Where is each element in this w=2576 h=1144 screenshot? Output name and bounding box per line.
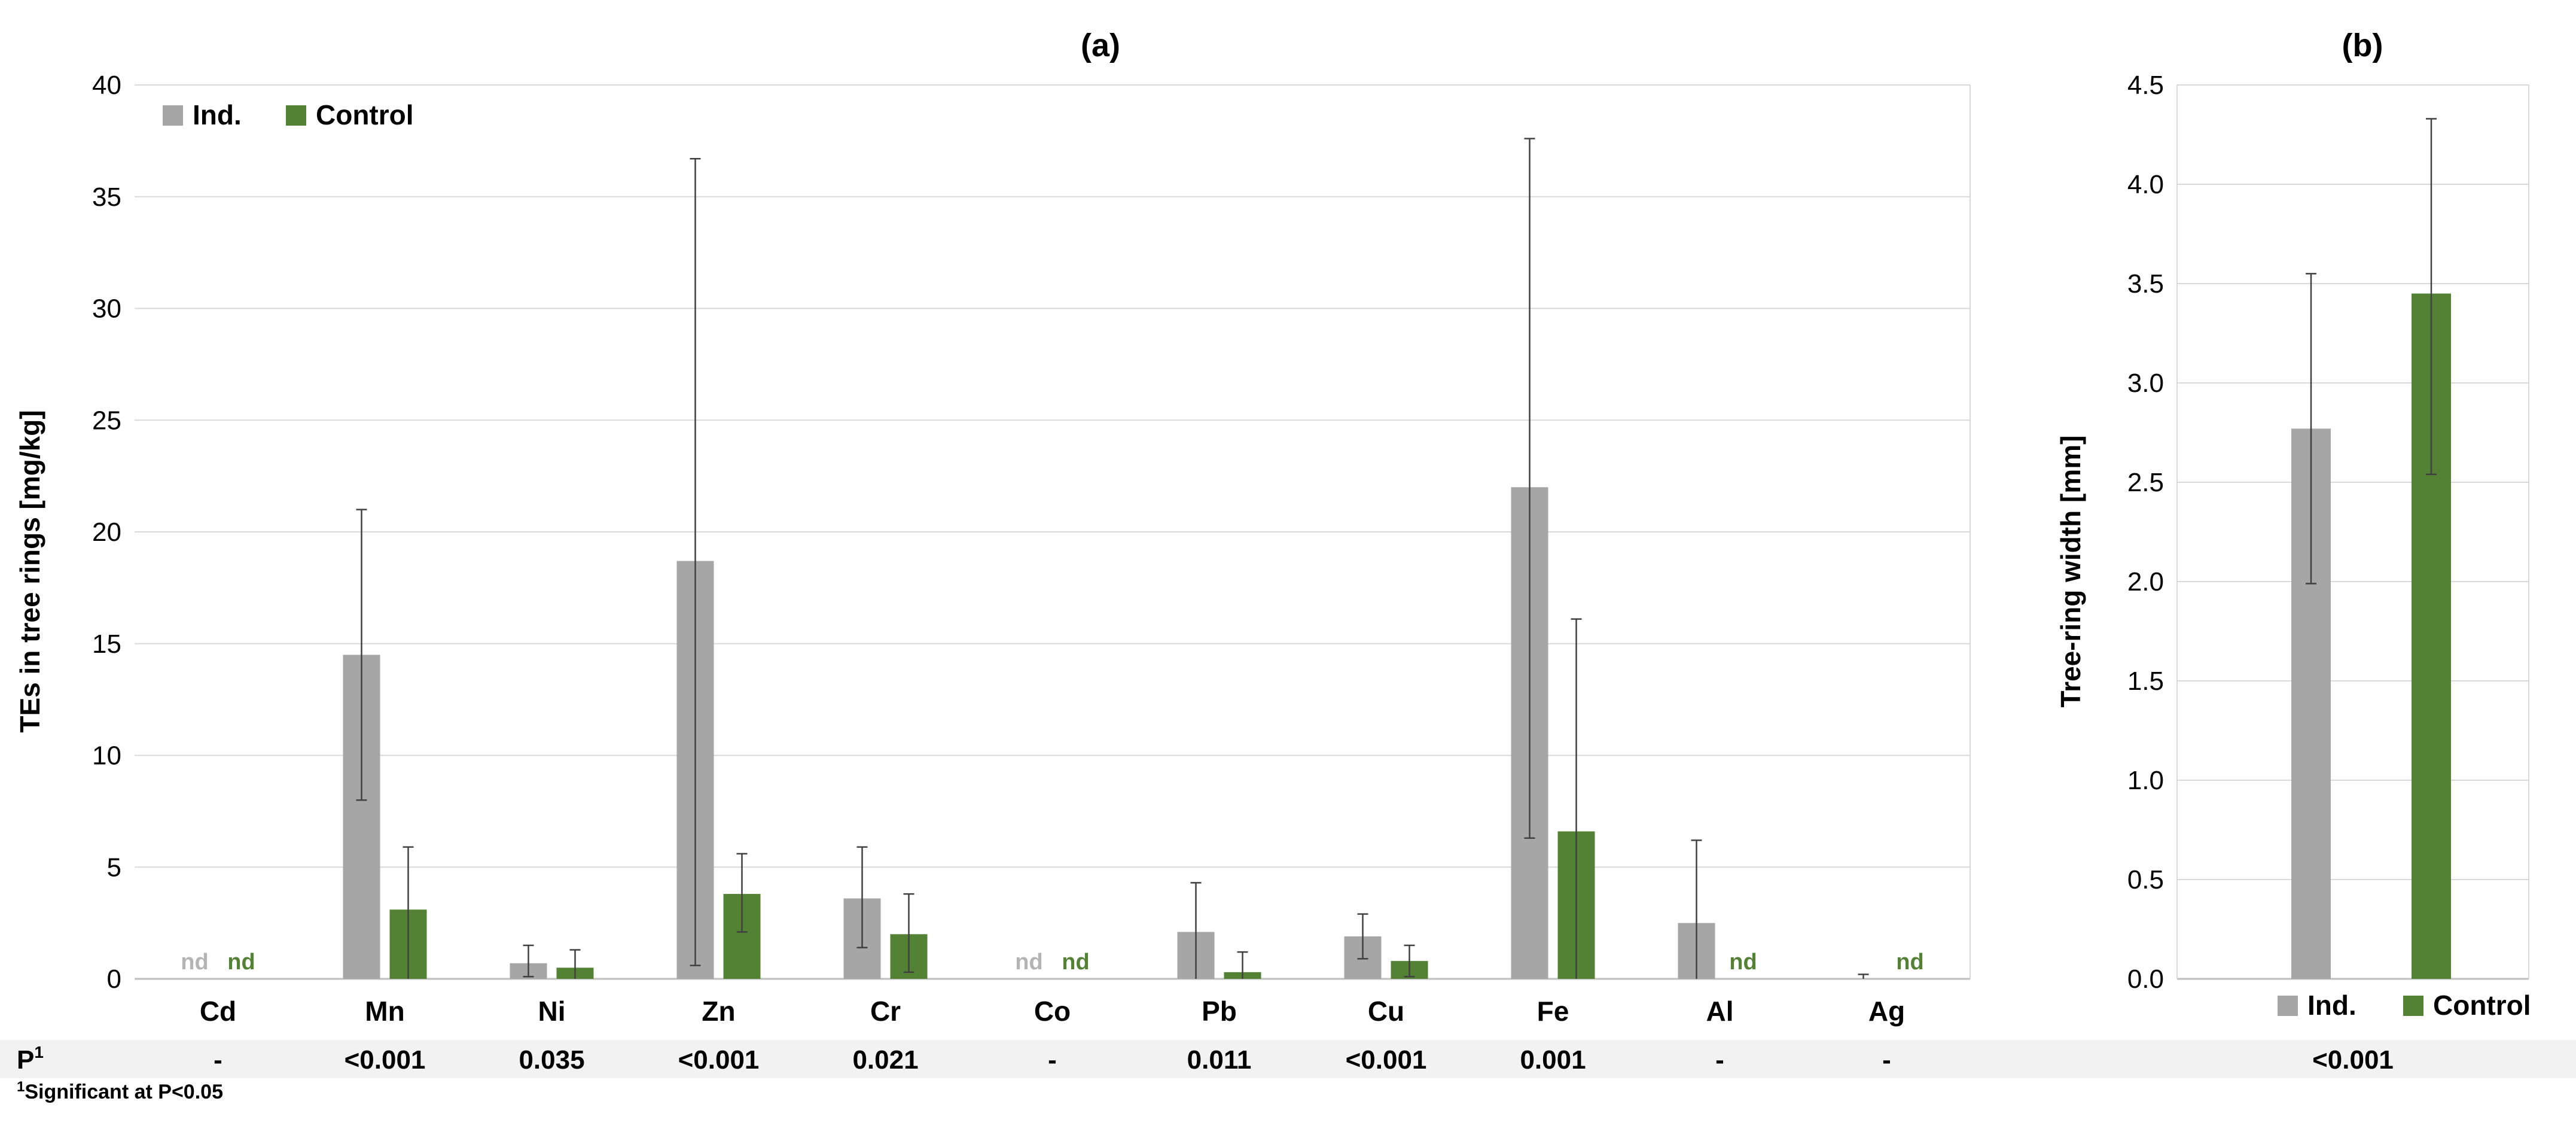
category-label-co: Co xyxy=(1034,996,1071,1027)
category-label-cr: Cr xyxy=(870,996,901,1027)
panel-b-gridlines xyxy=(2176,84,2529,980)
panel-a-nd-labels: nd nd nd nd nd nd xyxy=(181,950,1923,975)
panel-a-legend: Ind. Control xyxy=(163,99,414,130)
panel-b-ytick-label: 3.0 xyxy=(2127,369,2164,398)
category-label-ag: Ag xyxy=(1868,996,1905,1027)
legend-swatch-control xyxy=(286,105,306,126)
error-bar-ind-ni xyxy=(523,944,534,978)
error-bar-control-mn xyxy=(403,846,414,979)
panel-b-pvalues: <0.001 xyxy=(2312,1045,2394,1075)
panel-b-ytick-label: 2.0 xyxy=(2127,567,2164,597)
nd-label-control-ag: nd xyxy=(1896,950,1923,975)
category-label-ni: Ni xyxy=(538,996,566,1027)
error-bar-control-ni xyxy=(569,949,581,979)
error-bar-ind-pb xyxy=(1190,882,1202,979)
panel-a-ytick-label: 35 xyxy=(92,182,121,212)
panel-a-ylabel: TEs in tree rings [mg/kg] xyxy=(14,410,45,732)
error-bar-control-pb xyxy=(1237,951,1248,979)
panel-a-yticks: 0 5 10 15 20 25 30 35 40 xyxy=(92,71,121,994)
category-label-fe: Fe xyxy=(1537,996,1569,1027)
error-bar-b-ind xyxy=(2306,273,2316,585)
p-value-tree-ring-width: <0.001 xyxy=(2312,1045,2394,1075)
panel-a-ytick-label: 25 xyxy=(92,406,121,435)
panel-a-ytick-label: 15 xyxy=(92,629,121,659)
panel-b-legend: Ind. Control xyxy=(2278,990,2531,1021)
panel-a-ytick-label: 30 xyxy=(92,294,121,324)
panel-a-ytick-label: 0 xyxy=(107,965,121,994)
nd-label-control-al: nd xyxy=(1729,950,1757,975)
panel-a-ytick-label: 5 xyxy=(107,853,121,882)
panel-a-errorbars xyxy=(356,138,1869,979)
panel-b-ytick-label: 2.5 xyxy=(2127,468,2164,497)
legend-swatch-ind-b xyxy=(2278,996,2298,1016)
p-value-zn: <0.001 xyxy=(678,1045,760,1075)
panel-b-errorbars xyxy=(2306,118,2437,585)
legend-label-ind-b: Ind. xyxy=(2307,990,2356,1021)
p-value-cr: 0.021 xyxy=(852,1045,918,1075)
panel-a-pvalues: - <0.001 0.035 <0.001 0.021 - 0.011 <0.001 0.001… xyxy=(214,1045,1891,1075)
p-row-superscript: 1 xyxy=(34,1043,44,1061)
error-bar-ind-cu xyxy=(1357,913,1368,960)
error-bar-control-fe xyxy=(1571,618,1582,979)
category-label-mn: Mn xyxy=(365,996,404,1027)
panel-a-bars xyxy=(343,487,1715,979)
panel-b-ytick-label: 4.0 xyxy=(2127,170,2164,199)
legend-label-control-b: Control xyxy=(2433,990,2531,1021)
category-label-pb: Pb xyxy=(1202,996,1237,1027)
error-bar-ind-mn xyxy=(356,509,367,801)
panel-b-ytick-label: 0.0 xyxy=(2127,965,2164,994)
p-value-ag: - xyxy=(1882,1045,1891,1075)
p-value-cd: - xyxy=(214,1045,222,1075)
panel-a-categories: Cd Mn Ni Zn Cr Co Pb Cu Fe Al Ag xyxy=(200,996,1905,1027)
category-label-cu: Cu xyxy=(1368,996,1404,1027)
p-value-cu: <0.001 xyxy=(1346,1045,1427,1075)
p-value-pb: 0.011 xyxy=(1187,1045,1252,1075)
panel-b-title: (b) xyxy=(2342,28,2383,63)
nd-label-control-co: nd xyxy=(1062,950,1089,975)
p-value-co: - xyxy=(1048,1045,1057,1075)
p-value-fe: 0.001 xyxy=(1520,1045,1586,1075)
panel-a-ytick-label: 20 xyxy=(92,518,121,547)
panel-a-ytick-label: 10 xyxy=(92,741,121,771)
panel-a-title: (a) xyxy=(1081,28,1120,63)
error-bar-ind-ag xyxy=(1858,973,1869,979)
error-bar-control-zn xyxy=(736,853,748,933)
panel-b-ytick-label: 0.5 xyxy=(2127,865,2164,894)
category-label-zn: Zn xyxy=(702,996,735,1027)
panel-b-ytick-label: 4.5 xyxy=(2127,71,2164,100)
p-value-al: - xyxy=(1715,1045,1724,1075)
p-value-band xyxy=(0,1040,2576,1078)
panel-b-bars xyxy=(2291,293,2451,979)
nd-label-ind-co: nd xyxy=(1015,950,1042,975)
nd-label-control-cd: nd xyxy=(227,950,255,975)
p-value-ni: 0.035 xyxy=(519,1045,584,1075)
error-bar-b-control xyxy=(2426,118,2437,475)
panel-b-ylabel: Tree-ring width [mm] xyxy=(2055,436,2086,708)
legend-label-ind: Ind. xyxy=(193,99,242,130)
panel-a-gridlines xyxy=(135,84,1971,980)
p-row-label: P1 xyxy=(17,1043,44,1075)
legend-swatch-control-b xyxy=(2403,996,2423,1016)
legend-label-control: Control xyxy=(316,99,414,130)
panel-a-ytick-label: 40 xyxy=(92,71,121,100)
footnote-superscript: 1 xyxy=(17,1079,25,1095)
error-bar-ind-fe xyxy=(1524,138,1535,839)
nd-label-ind-cd: nd xyxy=(181,950,208,975)
error-bar-ind-cr xyxy=(856,846,868,948)
error-bar-control-cu xyxy=(1404,944,1415,978)
category-label-al: Al xyxy=(1706,996,1734,1027)
panel-b-ytick-label: 3.5 xyxy=(2127,269,2164,299)
footnote: 1Significant at P<0.05 xyxy=(17,1079,223,1103)
p-value-mn: <0.001 xyxy=(345,1045,426,1075)
panel-b-ytick-label: 1.5 xyxy=(2127,667,2164,696)
panel-b-ytick-label: 1.0 xyxy=(2127,766,2164,795)
category-label-cd: Cd xyxy=(200,996,236,1027)
error-bar-ind-zn xyxy=(690,158,701,966)
panel-b-yticks: 0.0 0.5 1.0 1.5 2.0 2.5 3.0 3.5 4.0 4.5 xyxy=(2127,71,2164,994)
legend-swatch-ind xyxy=(163,105,183,126)
error-bar-ind-al xyxy=(1691,839,1702,979)
error-bar-control-cr xyxy=(903,893,914,973)
